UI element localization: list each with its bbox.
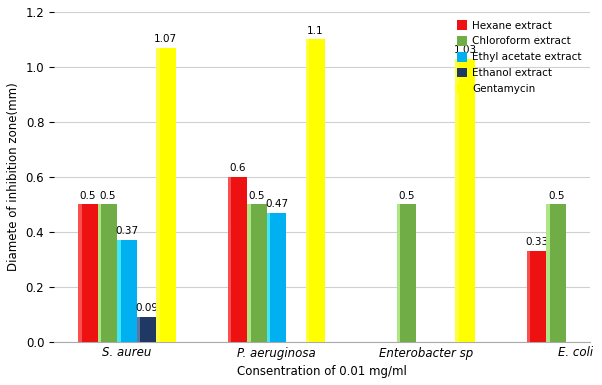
Bar — [78, 204, 98, 341]
Bar — [306, 39, 309, 341]
Bar — [547, 204, 550, 341]
Text: 1.03: 1.03 — [453, 45, 477, 55]
Bar — [78, 204, 82, 341]
Bar — [527, 251, 530, 341]
Bar — [156, 48, 160, 341]
Bar — [527, 251, 547, 341]
Bar — [267, 213, 270, 341]
Bar — [137, 317, 156, 341]
Bar — [267, 213, 286, 341]
Text: 0.33: 0.33 — [525, 238, 548, 248]
Text: 0.5: 0.5 — [548, 191, 565, 201]
Text: 1.1: 1.1 — [307, 26, 324, 36]
Bar — [98, 204, 117, 341]
Text: 0.37: 0.37 — [116, 226, 138, 236]
Bar — [228, 177, 231, 341]
Bar — [455, 59, 459, 341]
Bar — [547, 204, 566, 341]
Bar — [156, 48, 176, 341]
Text: 0.5: 0.5 — [99, 191, 116, 201]
Legend: Hexane extract, Chloroform extract, Ethyl acetate extract, Ethanol extract, Gent: Hexane extract, Chloroform extract, Ethy… — [454, 17, 585, 97]
Bar — [228, 177, 247, 341]
X-axis label: Consentration of 0.01 mg/ml: Consentration of 0.01 mg/ml — [237, 365, 407, 378]
Bar — [117, 240, 121, 341]
Bar — [306, 39, 325, 341]
Text: 0.5: 0.5 — [249, 191, 265, 201]
Text: 0.09: 0.09 — [135, 303, 158, 313]
Text: 0.5: 0.5 — [80, 191, 96, 201]
Bar — [137, 317, 140, 341]
Text: 0.6: 0.6 — [229, 163, 246, 173]
Bar — [397, 204, 400, 341]
Bar — [247, 204, 251, 341]
Bar — [117, 240, 137, 341]
Bar — [455, 59, 474, 341]
Text: 0.5: 0.5 — [399, 191, 415, 201]
Bar — [397, 204, 417, 341]
Bar — [98, 204, 101, 341]
Text: 0.47: 0.47 — [265, 199, 288, 209]
Bar — [247, 204, 267, 341]
Y-axis label: Diamete of inhibition zone(mm): Diamete of inhibition zone(mm) — [7, 82, 20, 271]
Text: 1.07: 1.07 — [154, 34, 178, 44]
